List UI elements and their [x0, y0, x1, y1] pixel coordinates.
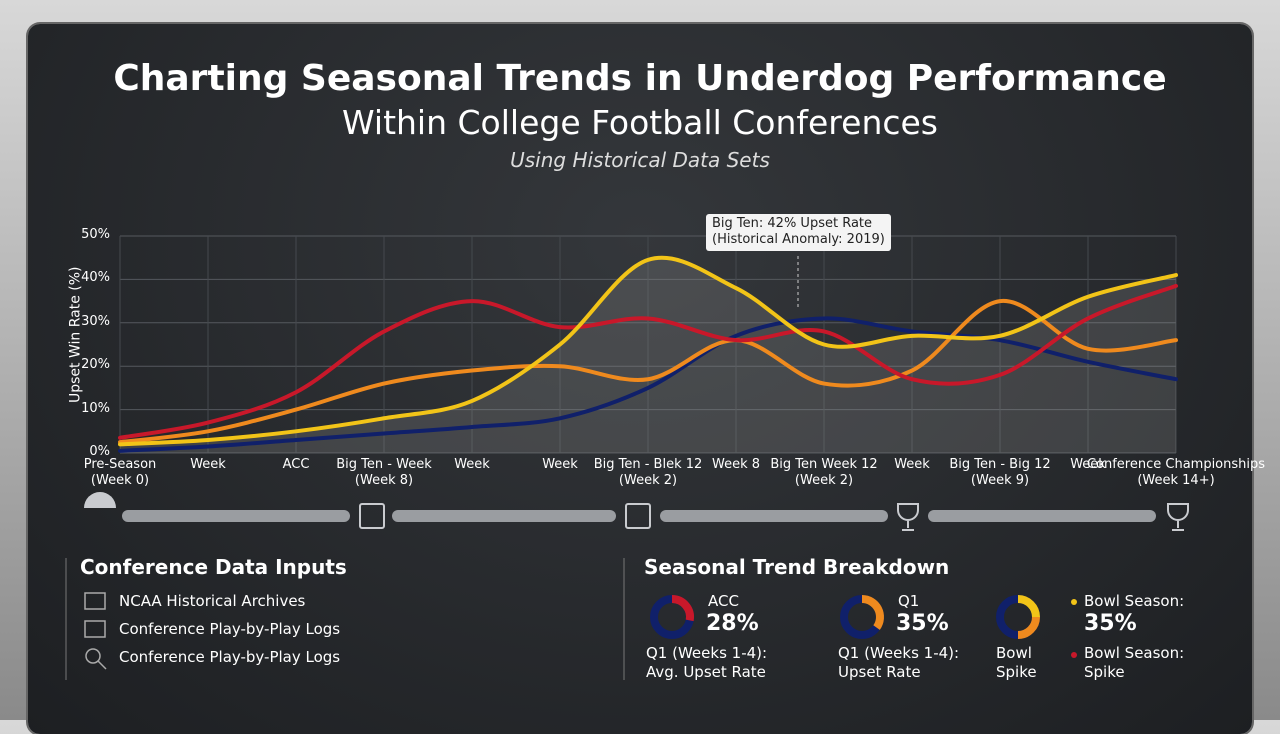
timeline-bar [122, 510, 350, 522]
search-icon [97, 660, 107, 670]
annotation: Big Ten: 42% Upset Rate (Historical Anoma… [706, 214, 891, 251]
line [118, 283, 1178, 440]
trophy-icon [897, 503, 919, 531]
donut-arc [861, 595, 884, 630]
timeline-bar [392, 510, 616, 522]
donut-value: 35% [896, 611, 949, 636]
x-tick-label: ACC [282, 457, 310, 472]
donut-bowl [1017, 616, 1040, 639]
legend-value: 35% [1084, 611, 1137, 636]
x-tick-label: Week [1070, 457, 1106, 472]
donut-caption: Q1 (Weeks 1-4): Upset Rate [838, 644, 960, 681]
title: Charting Seasonal Trends in Underdog Per… [113, 58, 1167, 99]
annotation-line: Big Ten: 42% Upset Rate [712, 216, 872, 231]
donut-caption: Bowl Spike [996, 644, 1037, 681]
calendar-icon [359, 503, 385, 529]
legend-dot [1071, 652, 1077, 658]
input-item: NCAA Historical Archives [119, 592, 306, 610]
donut-label: Q1 [898, 592, 920, 610]
legend-text: Bowl Season: [1084, 592, 1185, 610]
donut-arc [671, 595, 694, 622]
y-tick-label: 50% [81, 227, 110, 242]
trophy-icon [1167, 503, 1189, 531]
x-tick-label: Big Ten - Week (Week 8) [336, 457, 432, 489]
subtitle: Using Historical Data Sets [510, 148, 770, 172]
timeline-bar [660, 510, 888, 522]
x-tick-label: Pre-Season (Week 0) [83, 457, 157, 489]
x-tick-label: Week [190, 457, 226, 472]
line [118, 299, 1178, 445]
y-tick-label: 20% [81, 357, 110, 373]
breakdown-title: Seasonal Trend Breakdown [644, 555, 950, 579]
helmet-icon [84, 492, 116, 508]
donut-label: ACC [708, 592, 739, 610]
donut-caption: Q1 (Weeks 1-4): Avg. Upset Rate [646, 644, 768, 681]
timeline-bar [928, 510, 1156, 522]
x-tick-label: Big Ten - Big 12 (Week 9) [949, 457, 1051, 489]
calendar-icon [625, 503, 651, 529]
x-tick-label: Big Ten Week 12 (Week 2) [770, 457, 878, 489]
annotation-line: (Historical Anomaly: 2019) [712, 232, 885, 248]
line [118, 255, 1178, 447]
archive-icon [84, 620, 106, 638]
x-tick-label: Week [454, 457, 490, 472]
x-tick-label: Big Ten - Blek 12 (Week 2) [593, 457, 703, 489]
y-tick-label: 0% [89, 444, 110, 459]
y-tick-label: 40% [81, 270, 110, 286]
input-item: Conference Play-by-Play Logs [119, 648, 341, 666]
y-tick-label: 10% [81, 400, 110, 416]
y-tick-label: 30% [81, 313, 110, 329]
title: Within College Football Conferences [342, 103, 938, 142]
donut-value: 28% [706, 611, 759, 636]
input-item: Conference Play-by-Play Logs [119, 620, 341, 638]
donut-bowl [1017, 595, 1040, 618]
legend-dot [1071, 599, 1077, 605]
x-tick-label: Week 8 [711, 457, 761, 472]
x-tick-label: Conference Championships (Week 14+) [1086, 457, 1266, 489]
area [120, 257, 1176, 453]
search-icon [85, 648, 101, 664]
x-tick-label: Week [542, 457, 578, 472]
legend-text: Bowl Season: Spike [1084, 644, 1185, 681]
x-tick-label: Week [894, 457, 930, 472]
inputs-title: Conference Data Inputs [80, 555, 347, 579]
line [118, 316, 1178, 453]
archive-icon [84, 592, 106, 610]
